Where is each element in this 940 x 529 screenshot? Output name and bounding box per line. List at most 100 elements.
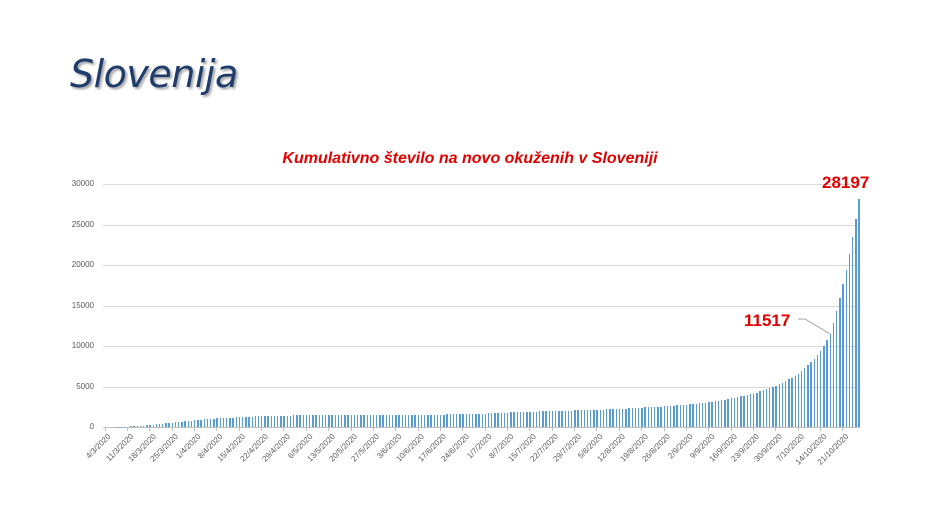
bar (717, 400, 720, 427)
bar (286, 415, 289, 427)
bar (545, 411, 547, 427)
bar (465, 413, 467, 427)
bar (574, 410, 576, 427)
x-tick-mark (775, 427, 777, 431)
y-tick-label: 25000 (71, 219, 94, 229)
x-tick-mark (574, 427, 576, 431)
bar (446, 414, 448, 427)
bar (749, 394, 752, 427)
bar (324, 415, 327, 427)
bar (360, 415, 362, 427)
bar (612, 409, 614, 427)
bar (165, 423, 167, 427)
bar (701, 402, 704, 427)
bar (628, 408, 630, 427)
bar (334, 415, 336, 427)
bar (832, 323, 835, 427)
data-label-annotation: 11517 (744, 311, 791, 330)
bar (149, 424, 151, 427)
bar (210, 418, 212, 427)
bar (625, 408, 627, 427)
y-tick-label: 15000 (71, 300, 94, 310)
bar (523, 411, 525, 427)
bar (267, 415, 269, 427)
bar (669, 405, 672, 427)
bar (775, 385, 777, 427)
bar (417, 414, 419, 427)
bar (273, 415, 276, 427)
bar (650, 407, 653, 427)
bar (609, 409, 611, 427)
x-tick-mark (261, 427, 263, 431)
x-tick-mark (641, 427, 643, 431)
bar (491, 413, 493, 427)
x-tick-mark (507, 427, 509, 431)
bar (171, 422, 174, 427)
bar (203, 419, 205, 427)
bar (139, 425, 142, 427)
bar (711, 401, 713, 427)
bar (315, 415, 317, 427)
bar (660, 406, 662, 427)
bar (685, 404, 688, 427)
bar (229, 417, 231, 427)
bar (548, 411, 550, 427)
bar (225, 417, 228, 427)
bar (213, 418, 215, 427)
bar (257, 416, 260, 427)
bar (644, 407, 646, 427)
bar (503, 412, 506, 427)
x-tick-mark (395, 427, 397, 431)
chart-title: Kumulativno število na novo okuženih v S… (282, 150, 658, 167)
x-tick-mark (797, 427, 799, 431)
bar (724, 399, 726, 427)
bar (606, 409, 608, 427)
bar (136, 426, 138, 427)
bar (241, 416, 244, 427)
bar (800, 371, 803, 427)
bar (162, 423, 164, 427)
bar (254, 416, 257, 427)
bar (187, 421, 190, 427)
bar (510, 412, 512, 427)
x-tick-mark (462, 427, 464, 431)
bar (756, 392, 758, 427)
bar (168, 423, 170, 427)
gridline (103, 386, 860, 388)
bar (190, 420, 193, 427)
bar (436, 414, 439, 427)
bar (302, 415, 305, 427)
bar (184, 421, 186, 427)
bar (401, 415, 404, 427)
bar (494, 413, 496, 427)
bar (564, 410, 566, 427)
x-tick-mark (618, 427, 620, 431)
y-tick-label: 30000 (71, 179, 94, 188)
y-tick-label: 10000 (71, 341, 94, 350)
bar (174, 422, 177, 427)
bar (816, 354, 819, 427)
bar (507, 412, 509, 427)
bar (264, 416, 266, 427)
bar (337, 415, 340, 427)
bar (478, 413, 480, 427)
x-tick-mark (752, 427, 754, 431)
bar (813, 358, 816, 427)
data-label-annotation: 28197 (822, 173, 870, 192)
bar (772, 387, 774, 427)
bar (791, 377, 793, 427)
y-tick-label: 5000 (76, 381, 94, 391)
bar (404, 414, 407, 427)
bar (746, 395, 748, 427)
bar (194, 420, 196, 427)
bar (283, 415, 285, 427)
bar (133, 426, 135, 427)
bar (714, 401, 717, 427)
bar (852, 237, 854, 427)
bar (328, 415, 330, 427)
x-tick-mark (238, 427, 240, 431)
bar (293, 415, 295, 427)
bar (586, 410, 589, 427)
bar (577, 410, 579, 427)
